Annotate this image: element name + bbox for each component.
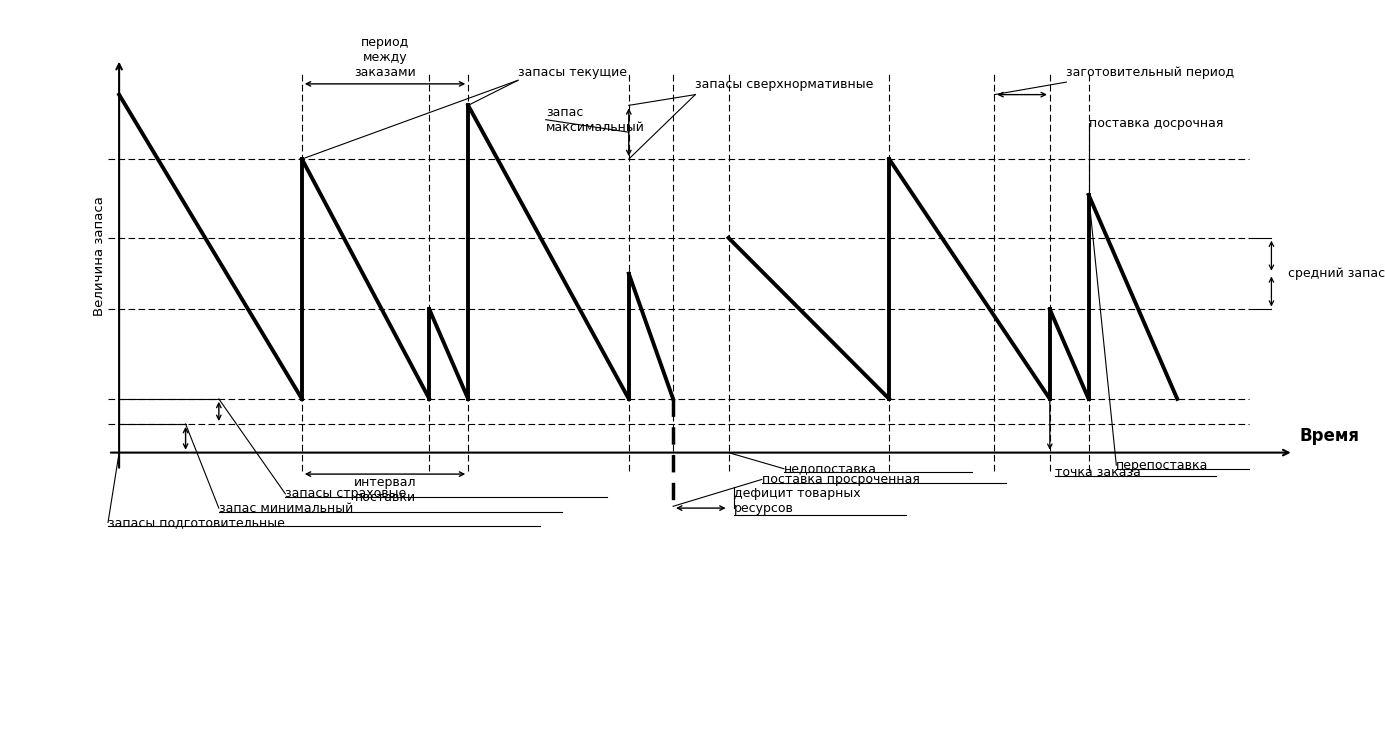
Text: запас
максимальный: запас максимальный xyxy=(546,106,644,134)
Text: запасы сверхнормативные: запасы сверхнормативные xyxy=(695,78,874,91)
Text: дефицит товарных
ресурсов: дефицит товарных ресурсов xyxy=(734,486,860,514)
Text: запасы подготовительные: запасы подготовительные xyxy=(108,516,285,529)
Text: Величина запаса: Величина запаса xyxy=(93,196,105,316)
Text: перепоставка: перепоставка xyxy=(1116,458,1209,472)
Text: запасы текущие: запасы текущие xyxy=(518,66,627,78)
Text: Время: Время xyxy=(1299,427,1359,446)
Text: средний запас: средний запас xyxy=(1288,267,1385,280)
Text: заготовительный период: заготовительный период xyxy=(1066,66,1234,78)
Text: поставка досрочная: поставка досрочная xyxy=(1089,117,1223,130)
Text: период
между
заказами: период между заказами xyxy=(355,35,416,78)
Text: запасы страховые: запасы страховые xyxy=(285,487,407,500)
Text: запас минимальный: запас минимальный xyxy=(219,502,353,514)
Text: интервал
поставки: интервал поставки xyxy=(353,476,417,504)
Text: поставка просроченная: поставка просроченная xyxy=(762,473,920,486)
Text: недопоставка: недопоставка xyxy=(784,462,877,475)
Text: точка заказа: точка заказа xyxy=(1055,466,1141,479)
